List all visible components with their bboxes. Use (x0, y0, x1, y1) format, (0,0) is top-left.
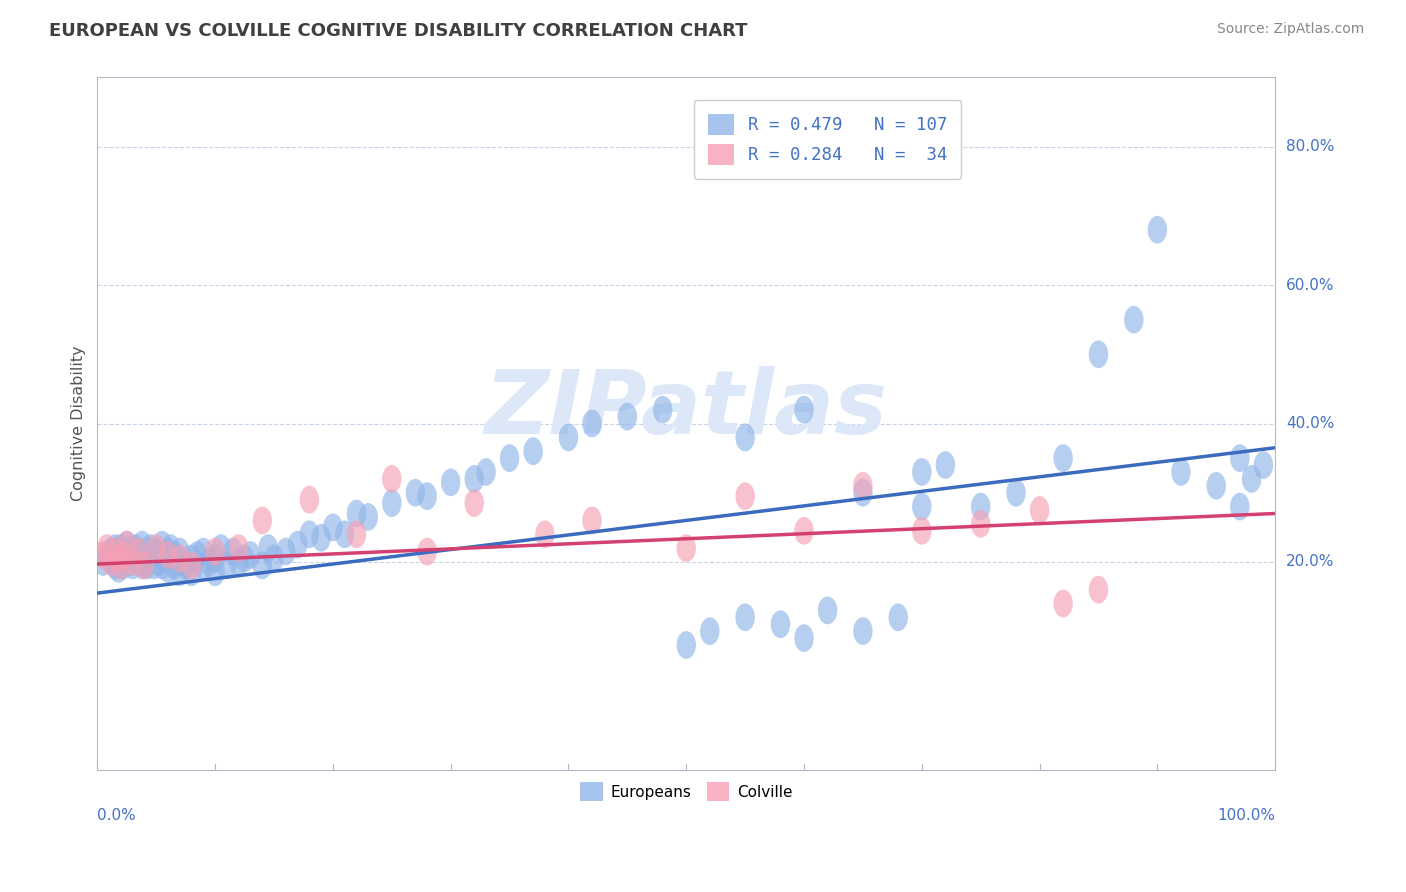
Text: EUROPEAN VS COLVILLE COGNITIVE DISABILITY CORRELATION CHART: EUROPEAN VS COLVILLE COGNITIVE DISABILIT… (49, 22, 748, 40)
Text: 40.0%: 40.0% (1286, 416, 1334, 431)
Legend: Europeans, Colville: Europeans, Colville (574, 776, 799, 807)
Text: ZIPatlas: ZIPatlas (485, 367, 887, 453)
Text: 80.0%: 80.0% (1286, 139, 1334, 154)
Text: 100.0%: 100.0% (1218, 808, 1275, 823)
Text: Source: ZipAtlas.com: Source: ZipAtlas.com (1216, 22, 1364, 37)
Text: 20.0%: 20.0% (1286, 555, 1334, 569)
Text: 60.0%: 60.0% (1286, 277, 1334, 293)
Text: 0.0%: 0.0% (97, 808, 136, 823)
Y-axis label: Cognitive Disability: Cognitive Disability (72, 346, 86, 501)
